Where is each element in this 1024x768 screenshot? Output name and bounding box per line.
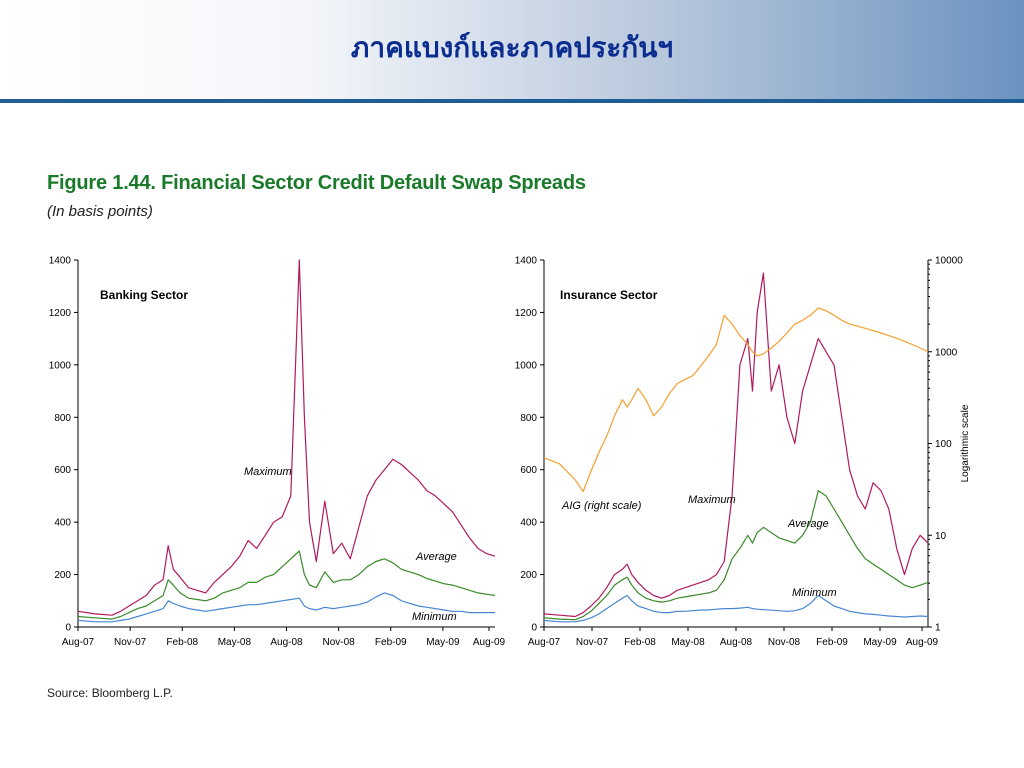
- y2-axis-title: Logarithmic scale: [960, 404, 971, 482]
- y2-tick-label: 10: [935, 531, 947, 542]
- y2-tick-label: 1: [935, 623, 941, 634]
- y-tick-label: 1200: [515, 308, 538, 319]
- x-tick-label: May-08: [218, 637, 252, 648]
- x-tick-label: Aug-08: [720, 637, 753, 648]
- x-tick-label: Nov-08: [323, 637, 356, 648]
- y-tick-label: 1400: [49, 256, 72, 267]
- x-tick-label: Aug-08: [270, 637, 303, 648]
- banking-sector-chart: 0 200 400 600 800 1000 1200 1400 Aug-07 Nov-07 Feb…: [49, 256, 506, 649]
- y-tick-label: 800: [520, 413, 537, 424]
- y-tick-label: 0: [531, 623, 537, 634]
- y2-tick-label: 1000: [935, 347, 958, 358]
- series-line-maximum: [77, 259, 496, 616]
- x-tick-label: Nov-08: [768, 637, 801, 648]
- insurance-sector-chart: 0 200 400 600 800 1000 1200 1400 1 10 100 1000 10000…: [515, 256, 971, 649]
- y-tick-label: 1000: [49, 360, 72, 371]
- x-tick-label: Aug-09: [906, 637, 939, 648]
- series-line-maximum: [543, 272, 929, 618]
- x-tick-label: May-09: [863, 637, 897, 648]
- y-tick-label: 800: [54, 413, 71, 424]
- y-tick-label: 400: [54, 518, 71, 529]
- x-tick-label: Nov-07: [114, 637, 147, 648]
- figure-subtitle: (In basis points): [47, 203, 153, 220]
- x-tick-label: Feb-09: [816, 637, 848, 648]
- y2-tick-label: 10000: [935, 256, 963, 267]
- panel-label: Insurance Sector: [560, 288, 658, 302]
- y-tick-label: 600: [520, 465, 537, 476]
- series-annotation: Maximum: [244, 466, 292, 478]
- x-tick-label: Aug-09: [473, 637, 506, 648]
- series-line-minimum: [543, 594, 929, 623]
- slide-title: ภาคแบงก์และภาคประกันฯ: [350, 31, 674, 64]
- series-annotation: Minimum: [792, 587, 837, 599]
- y2-tick-label: 100: [935, 439, 952, 450]
- x-tick-label: Feb-09: [375, 637, 407, 648]
- y-tick-label: 600: [54, 465, 71, 476]
- x-tick-label: May-08: [671, 637, 705, 648]
- x-tick-label: Aug-07: [62, 637, 95, 648]
- series-annotation: Minimum: [412, 611, 457, 623]
- header-divider: [0, 99, 1024, 103]
- y-tick-label: 1200: [49, 308, 72, 319]
- series-line-aig-right-scale: [543, 307, 929, 493]
- y-tick-label: 1000: [515, 360, 538, 371]
- y-tick-label: 400: [520, 518, 537, 529]
- y-tick-label: 200: [54, 570, 71, 581]
- slide-header: [0, 0, 1024, 100]
- series-line-average: [543, 490, 929, 621]
- y-tick-label: 1400: [515, 256, 538, 267]
- figure-title: Figure 1.44. Financial Sector Credit Def…: [47, 172, 586, 194]
- y-tick-label: 0: [65, 623, 71, 634]
- series-line-average: [77, 550, 496, 620]
- x-tick-label: May-09: [426, 637, 460, 648]
- x-tick-label: Feb-08: [624, 637, 656, 648]
- series-annotation: AIG (right scale): [561, 500, 642, 512]
- x-tick-label: Feb-08: [166, 637, 198, 648]
- x-tick-label: Aug-07: [528, 637, 561, 648]
- series-annotation: Average: [415, 551, 457, 563]
- y-tick-label: 200: [520, 570, 537, 581]
- source-note: Source: Bloomberg L.P.: [47, 686, 173, 700]
- x-tick-label: Nov-07: [576, 637, 609, 648]
- series-annotation: Maximum: [688, 494, 736, 506]
- series-annotation: Average: [787, 518, 829, 530]
- panel-label: Banking Sector: [100, 288, 188, 302]
- series-line-minimum: [77, 592, 495, 623]
